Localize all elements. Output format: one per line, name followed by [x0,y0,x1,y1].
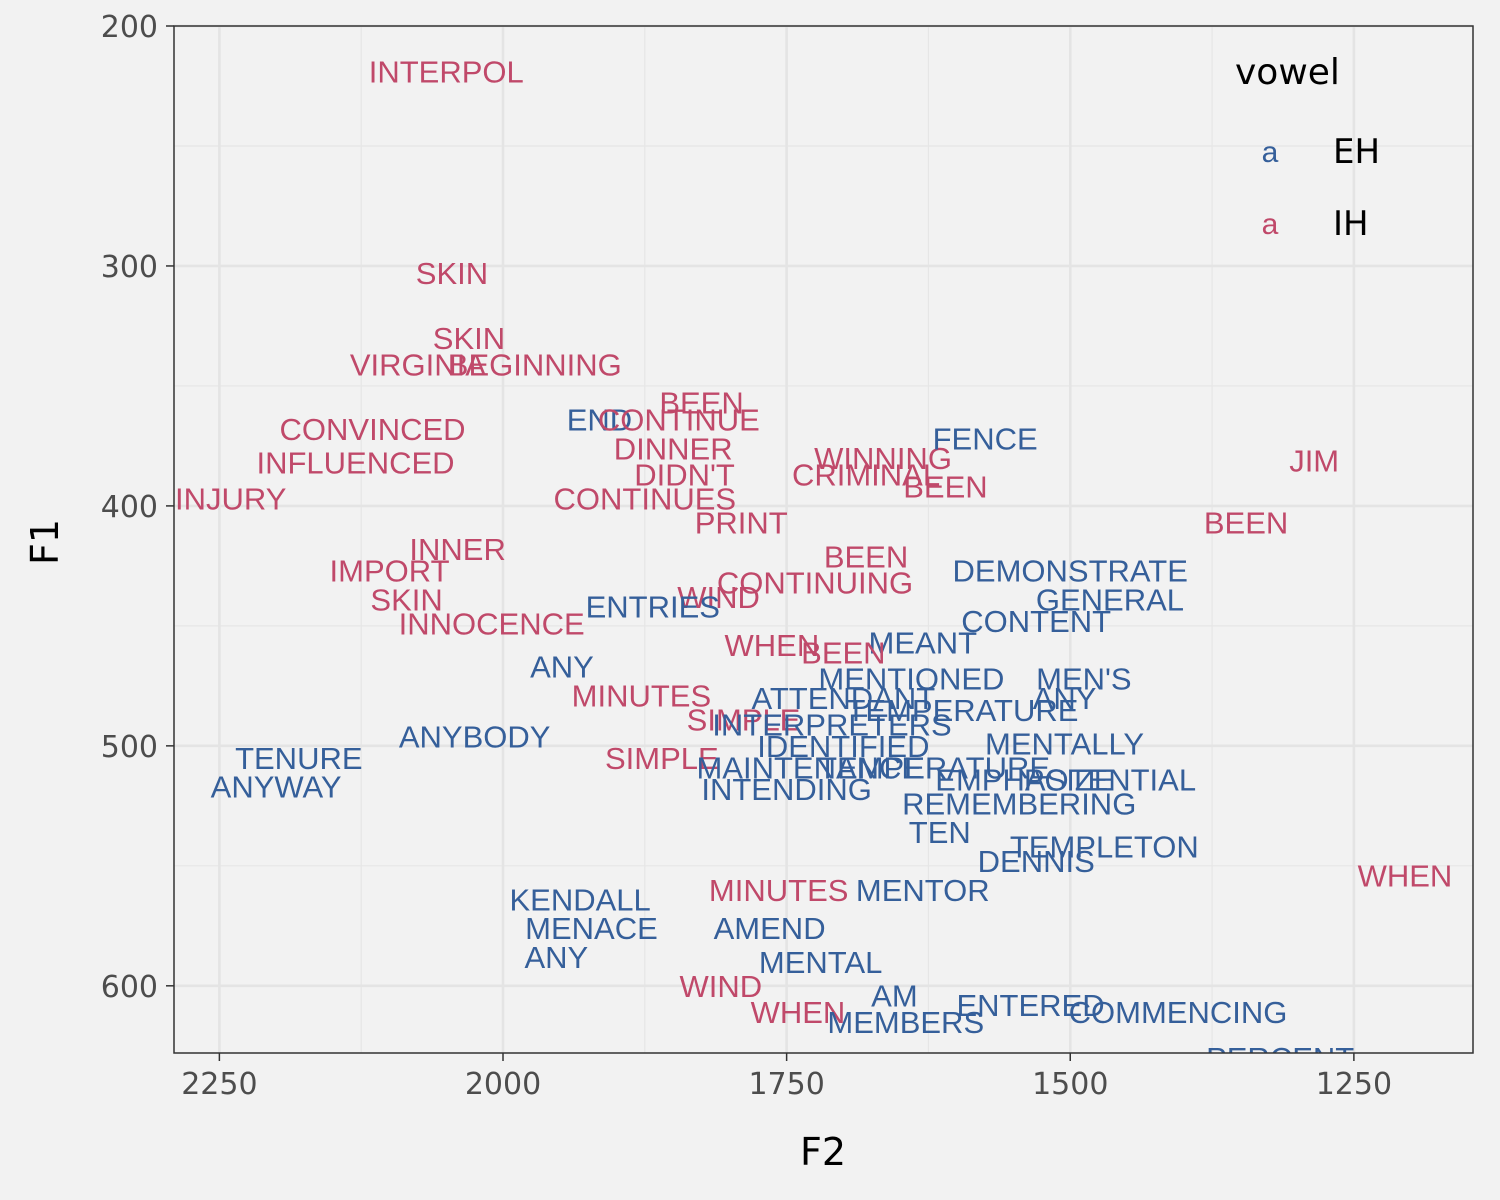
x-tick-label: 1500 [1032,1067,1108,1102]
word-label-eh: CONTENT [961,604,1111,639]
word-label-ih: CONTINUE [598,403,760,438]
legend-entry-label: IH [1333,204,1369,244]
word-label-ih: SKIN [433,321,505,356]
word-label-ih: WIND [677,580,760,615]
word-label-eh: ANYBODY [399,719,551,754]
word-label-ih: WHEN [725,628,820,663]
word-label-ih: MINUTES [572,678,712,713]
word-label-eh: AM [871,978,918,1013]
word-label-eh: ANY [524,940,588,975]
word-label-eh: GENERAL [1036,582,1184,617]
word-label-ih: INFLUENCED [256,446,454,481]
word-label-ih: INJURY [175,482,286,517]
plot-panel-border [173,25,1474,1054]
word-label-eh: ANY [1033,681,1097,716]
word-label-ih: SKIN [416,256,488,291]
word-label-eh: TEN [909,815,971,850]
word-label-ih: VIRGINIA [350,347,486,382]
word-label-eh: COMMENCING [1069,995,1288,1030]
x-tick-label: 1250 [1316,1067,1392,1102]
word-label-eh: MENTIONED [818,662,1004,697]
y-tick-label: 600 [101,970,158,1005]
word-label-eh: DEMONSTRATE [953,554,1188,589]
word-label-eh: INTERPRETERS [712,707,951,742]
word-label-eh: MEANT [869,626,978,661]
word-label-eh: MENACE [525,911,658,946]
word-label-eh: TENURE [235,741,362,776]
word-label-ih: BEGINNING [448,347,622,382]
word-label-ih: BEEN [1204,506,1288,541]
word-label-ih: MINUTES [709,873,849,908]
word-label-eh: EMPHASIZE [935,762,1114,797]
y-tick-label: 500 [101,730,158,765]
y-axis-title: F1 [23,519,67,565]
word-label-ih: INTERPOL [369,55,524,90]
legend-entry-label: EH [1333,132,1380,172]
word-label-eh: TEMPERATURE [818,750,1050,785]
word-label-ih: DINNER [614,431,733,466]
word-label-eh: TEMPLETON [1010,830,1199,865]
word-label-ih: JIM [1289,443,1339,478]
word-label-eh: FENCE [933,422,1038,457]
word-label-ih: CONTINUING [717,566,913,601]
word-label-eh: MENTAL [759,945,882,980]
axes: 2250 2000 1750 1500 1250 200 300 400 500 600 [101,10,1392,1102]
word-label-eh: MEN'S [1036,662,1131,697]
word-label-ih: INNER [409,532,505,567]
word-label-eh: MEMBERS [827,1005,984,1040]
legend-title: vowel [1235,52,1340,93]
word-label-eh: KENDALL [510,882,651,917]
word-label-eh: INTENDING [701,772,872,807]
word-label-ih: DIDN'T [634,458,735,493]
word-label-ih: SIMPLE [687,702,801,737]
word-label-ih: WHEN [751,995,846,1030]
word-label-ih: CONTINUES [554,482,737,517]
word-label-ih: INNOCENCE [399,606,585,641]
word-label-eh: POTENTIAL [1024,762,1196,797]
word-label-ih: IMPORT [330,554,450,589]
word-label-eh: ENTERED [956,988,1104,1023]
word-label-eh: IDENTIFIED [757,729,929,764]
word-label-eh: ANYWAY [211,770,342,805]
word-label-ih: CRIMINAL [792,458,940,493]
legend-key-glyph: a [1262,136,1279,169]
word-label-ih: BEEN [659,386,743,421]
legend-entries: a EH a IH [1262,132,1380,244]
word-label-eh: AMEND [714,911,826,946]
y-tick-label: 300 [101,250,158,285]
word-label-ih: WINNING [814,441,952,476]
word-label-ih: CONVINCED [280,412,466,447]
y-tick-label: 200 [101,10,158,45]
word-label-eh: MAINTENANCE [696,750,922,785]
word-label-eh: MENTALLY [985,726,1144,761]
word-label-ih: BEEN [824,539,908,574]
word-labels: INTERPOLSKINSKINVIRGINIABEGINNINGBEENEND… [175,55,1453,1076]
word-label-ih: SIMPLE [605,741,719,776]
x-tick-label: 1750 [748,1067,824,1102]
legend-key-glyph: a [1262,208,1279,241]
word-label-eh: PERCENT [1206,1041,1354,1076]
legend: vowel a EH a IH [1235,52,1380,244]
x-axis-title: F2 [800,1130,846,1174]
word-label-eh: ATTENDANT [752,681,936,716]
word-label-eh: ANY [530,650,594,685]
word-label-ih: WHEN [1358,858,1453,893]
x-tick-label: 2250 [181,1067,257,1102]
word-label-eh: DENNIS [978,844,1095,879]
word-label-ih: BEEN [801,635,885,670]
y-tick-label: 400 [101,490,158,525]
word-label-eh: ENTRIES [586,590,720,625]
x-tick-label: 2000 [465,1067,541,1102]
word-label-eh: TEMPERATURE [846,693,1078,728]
word-label-ih: PRINT [695,506,788,541]
word-label-ih: SKIN [370,582,442,617]
word-label-eh: MENTOR [856,873,990,908]
word-label-eh: END [567,403,632,438]
word-label-ih: BEEN [903,470,987,505]
word-label-ih: WIND [679,969,762,1004]
word-label-eh: REMEMBERING [902,786,1136,821]
